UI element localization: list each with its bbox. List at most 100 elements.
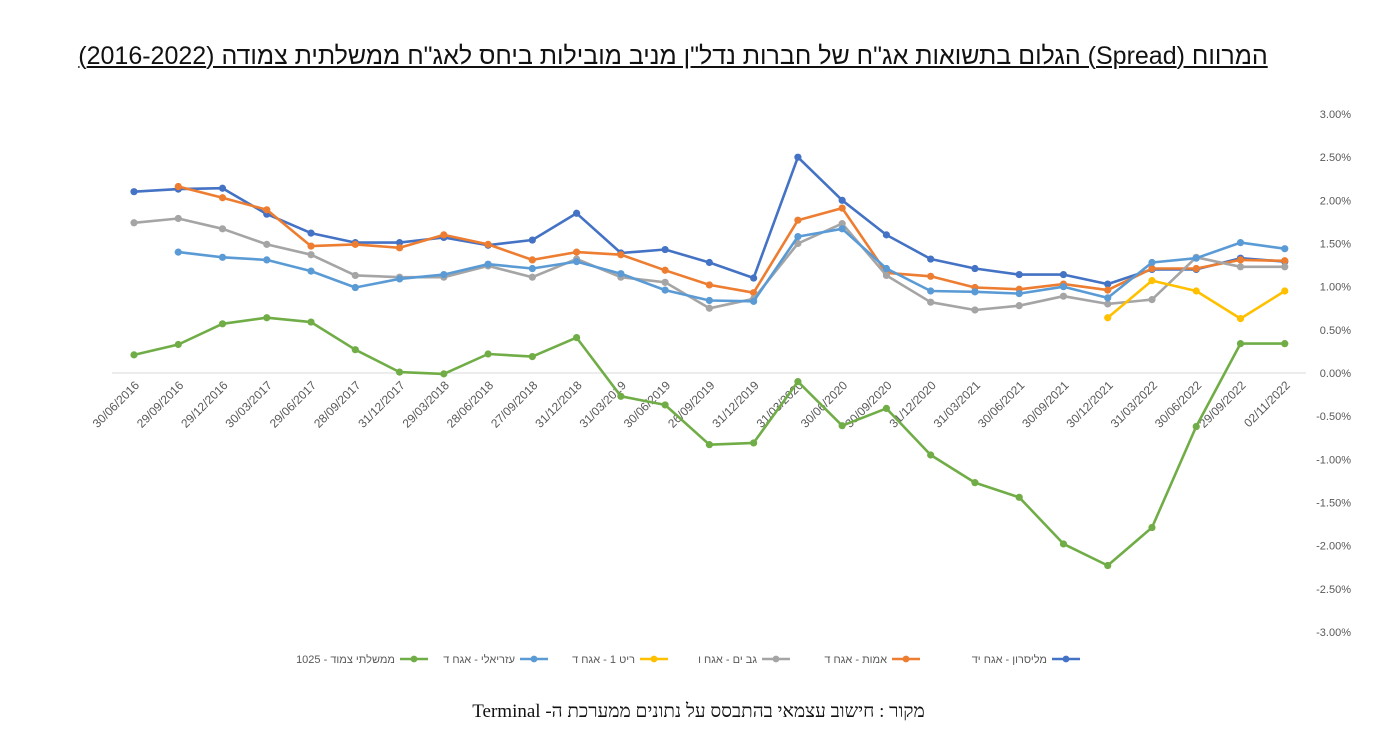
data-point [1148,523,1156,532]
data-point [617,251,625,259]
data-point [882,271,891,280]
data-point [174,248,182,256]
data-point [218,253,227,261]
data-point [1236,256,1245,264]
legend-label: ריט 1 - אגח ד [572,654,635,666]
data-point [130,188,138,196]
series-line [1106,279,1286,320]
data-point [573,248,581,256]
data-point [1281,257,1289,265]
data-point [1236,263,1245,271]
chart-title: המרווח (Spread) הגלום בתשואות אג"ח של חב… [78,42,1268,70]
data-point [750,274,758,282]
data-point [838,220,846,228]
x-tick-label: 31/12/2019 [709,378,762,431]
data-point [794,378,802,386]
data-point [528,352,536,361]
data-point [1281,245,1289,253]
data-point [218,194,227,202]
data-point [307,242,315,250]
data-point [1236,239,1245,247]
x-tick-label: 30/03/2017 [223,378,276,431]
data-point [971,264,979,273]
data-point [882,404,891,412]
data-point [882,231,891,239]
data-point [1192,287,1200,295]
data-point [174,214,182,223]
data-point [440,270,448,279]
data-point [1104,280,1112,288]
data-point [1192,254,1200,262]
data-point [971,306,979,314]
data-point [263,206,271,214]
data-point [1236,340,1245,348]
series-5 [130,314,1289,570]
data-point [838,225,846,233]
legend-label: אמות - אגח ד [824,654,887,666]
legend-marker [410,655,418,663]
x-tick-label: 31/03/2021 [931,378,984,431]
source-note: מקור : חישוב עצמאי בהתבסס על נתונים ממער… [472,701,925,722]
x-tick-label: 02/11/2022 [1241,378,1293,430]
data-point [794,216,802,224]
data-point [1192,422,1200,431]
data-point [750,439,758,447]
legend-label: גב ים - אגח ו [698,654,757,666]
data-point [395,275,404,283]
x-tick-label: 27/09/2018 [488,378,541,431]
legend-item: עזריאלי - אגח ד [443,653,548,666]
data-point [1015,302,1023,310]
x-tick-label: 29/06/2017 [267,378,320,431]
data-point [1281,287,1289,295]
data-point [1059,270,1068,279]
data-point [1236,315,1245,323]
x-tick-label: 29/09/2022 [1196,378,1249,431]
series-line [177,185,1285,294]
x-tick-label: 30/06/2021 [975,378,1028,431]
data-point [661,278,669,286]
data-point [927,287,935,295]
data-point [927,451,935,459]
series-3 [1104,277,1289,323]
x-tick-label: 29/09/2016 [134,378,187,431]
x-tick-label: 30/12/2021 [1063,378,1116,431]
data-point [307,229,315,237]
series-line [178,227,1285,303]
x-tick-label: 28/09/2017 [311,378,364,431]
x-tick-label: 31/12/2017 [355,378,408,431]
data-point [705,304,713,312]
data-point [351,283,359,292]
data-point [395,244,404,252]
x-tick-label: 30/06/2016 [90,378,143,431]
data-point [705,258,713,267]
x-tick-label: 29/12/2016 [178,378,231,431]
data-point [174,182,182,191]
legend-marker [902,655,910,663]
data-point [573,334,581,342]
data-point [1281,263,1289,271]
x-tick-label: 31/03/2019 [577,378,630,431]
data-point [661,401,669,409]
legend-label: ממשלתי צמוד - 1025 [296,653,395,666]
data-point [1104,314,1112,322]
legend-label: עזריאלי - אגח ד [443,653,515,666]
x-tick-label: 30/09/2021 [1019,378,1072,431]
y-tick-label: -3.00% [1316,627,1351,639]
data-point [395,239,404,247]
data-point [794,232,802,241]
data-point [927,298,935,306]
data-point [838,204,846,212]
data-point [1015,493,1023,501]
data-point [1015,270,1023,279]
data-point [1059,292,1068,300]
data-point [705,281,713,289]
data-point [1192,264,1200,273]
data-point [573,258,581,266]
legend-item: ממשלתי צמוד - 1025 [296,653,428,666]
data-point [971,288,979,296]
data-point [794,153,802,161]
y-tick-label: -2.50% [1316,584,1351,596]
y-tick-label: 2.50% [1320,152,1351,164]
y-tick-label: 2.00% [1320,195,1351,207]
series-4 [174,225,1289,305]
